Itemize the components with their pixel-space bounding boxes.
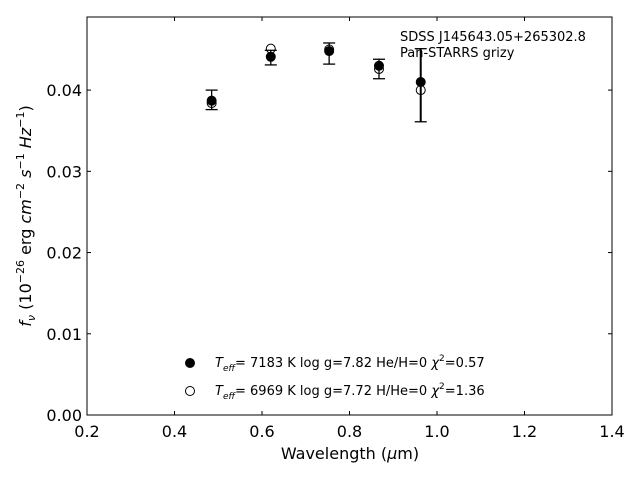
open-point-4: [415, 85, 426, 96]
annotation-line1: SDSS J145643.05+265302.8: [400, 30, 586, 45]
filled-point-3: [373, 60, 384, 71]
error-bars: [205, 42, 427, 123]
open-point-1: [265, 43, 276, 54]
open-point-3: [373, 63, 384, 74]
x-tick-label-4: 1.0: [424, 422, 449, 441]
legend-entry-2: Teff= 6969 K log g=7.72 H/He=0 χ2=1.36: [215, 382, 485, 402]
x-tick-label-1: 0.4: [162, 422, 187, 441]
x-tick-label-0: 0.2: [74, 422, 99, 441]
legend-marker-open: [185, 386, 195, 396]
y-tick-label-0: 0.00: [46, 406, 82, 425]
annotation-line2: Pan-STARRS grizy: [400, 46, 515, 61]
legend-entry-1: Teff= 7183 K log g=7.82 He/H=0 χ2=0.57: [215, 354, 485, 374]
x-tick-label-3: 0.8: [337, 422, 362, 441]
y-axis-ticks: 0.00 0.01 0.02 0.03 0.04: [46, 81, 612, 425]
filled-point-4: [415, 76, 426, 87]
x-tick-label-2: 0.6: [249, 422, 274, 441]
x-axis-ticks: 0.2 0.4 0.6 0.8 1.0 1.2 1.4: [74, 17, 625, 441]
filled-point-0: [206, 95, 217, 106]
legend-marker-filled: [185, 358, 195, 368]
data-points: [206, 43, 426, 109]
open-point-0: [206, 98, 217, 109]
y-tick-label-1: 0.01: [46, 325, 82, 344]
x-axis-label: Wavelength (μm): [281, 444, 419, 463]
x-tick-label-5: 1.2: [512, 422, 537, 441]
y-tick-label-2: 0.02: [46, 244, 82, 263]
x-tick-label-6: 1.4: [599, 422, 624, 441]
open-point-2: [324, 44, 335, 55]
y-axis-label: fν (10−26 erg cm−2 s−1 Hz−1): [14, 105, 38, 326]
filled-point-1: [265, 51, 276, 62]
y-tick-label-3: 0.03: [46, 162, 82, 181]
legend: Teff= 7183 K log g=7.82 He/H=0 χ2=0.57 T…: [185, 354, 485, 402]
y-tick-label-4: 0.04: [46, 81, 82, 100]
